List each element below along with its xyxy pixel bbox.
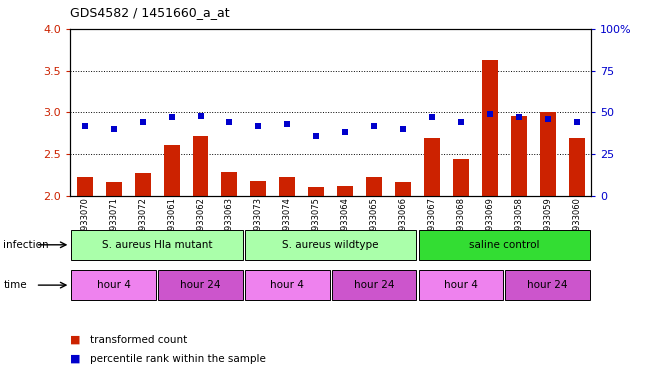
Bar xyxy=(424,138,440,196)
Bar xyxy=(72,270,156,300)
Bar xyxy=(135,173,150,196)
Bar xyxy=(158,270,243,300)
Bar xyxy=(482,60,498,196)
Bar xyxy=(279,177,296,196)
Bar xyxy=(77,177,92,196)
Bar xyxy=(245,270,329,300)
Bar xyxy=(569,138,585,196)
Text: S. aureus Hla mutant: S. aureus Hla mutant xyxy=(102,240,212,250)
Text: hour 24: hour 24 xyxy=(180,280,221,290)
Point xyxy=(253,122,264,129)
Point xyxy=(572,119,582,126)
Point xyxy=(542,116,553,122)
Text: transformed count: transformed count xyxy=(90,335,187,345)
Bar xyxy=(332,270,417,300)
Text: time: time xyxy=(3,280,27,290)
Point xyxy=(167,114,177,121)
Bar xyxy=(105,182,122,196)
Point xyxy=(514,114,524,121)
Point xyxy=(311,132,322,139)
Bar xyxy=(337,186,353,196)
Bar xyxy=(251,181,266,196)
Point xyxy=(109,126,119,132)
Bar xyxy=(221,172,238,196)
Point xyxy=(340,129,350,136)
Point xyxy=(282,121,292,127)
Text: hour 4: hour 4 xyxy=(444,280,478,290)
Point xyxy=(398,126,408,132)
Text: hour 24: hour 24 xyxy=(354,280,395,290)
Text: percentile rank within the sample: percentile rank within the sample xyxy=(90,354,266,364)
Bar xyxy=(453,159,469,196)
Bar xyxy=(505,270,590,300)
Text: GDS4582 / 1451660_a_at: GDS4582 / 1451660_a_at xyxy=(70,6,230,19)
Bar xyxy=(540,112,556,196)
Bar xyxy=(419,230,590,260)
Bar xyxy=(309,187,324,196)
Text: infection: infection xyxy=(3,240,49,250)
Text: saline control: saline control xyxy=(469,240,540,250)
Text: ■: ■ xyxy=(70,354,81,364)
Text: S. aureus wildtype: S. aureus wildtype xyxy=(283,240,379,250)
Text: ■: ■ xyxy=(70,335,81,345)
Bar xyxy=(193,136,208,196)
Bar xyxy=(395,182,411,196)
Point xyxy=(195,113,206,119)
Bar xyxy=(366,177,382,196)
Text: hour 4: hour 4 xyxy=(97,280,131,290)
Bar xyxy=(72,230,243,260)
Bar xyxy=(245,230,417,260)
Bar xyxy=(419,270,503,300)
Text: hour 24: hour 24 xyxy=(527,280,568,290)
Point xyxy=(224,119,234,126)
Bar xyxy=(511,116,527,196)
Bar xyxy=(163,145,180,196)
Text: hour 4: hour 4 xyxy=(270,280,304,290)
Point xyxy=(427,114,437,121)
Point xyxy=(369,122,380,129)
Point xyxy=(137,119,148,126)
Point xyxy=(484,111,495,117)
Point xyxy=(79,122,90,129)
Point xyxy=(456,119,466,126)
